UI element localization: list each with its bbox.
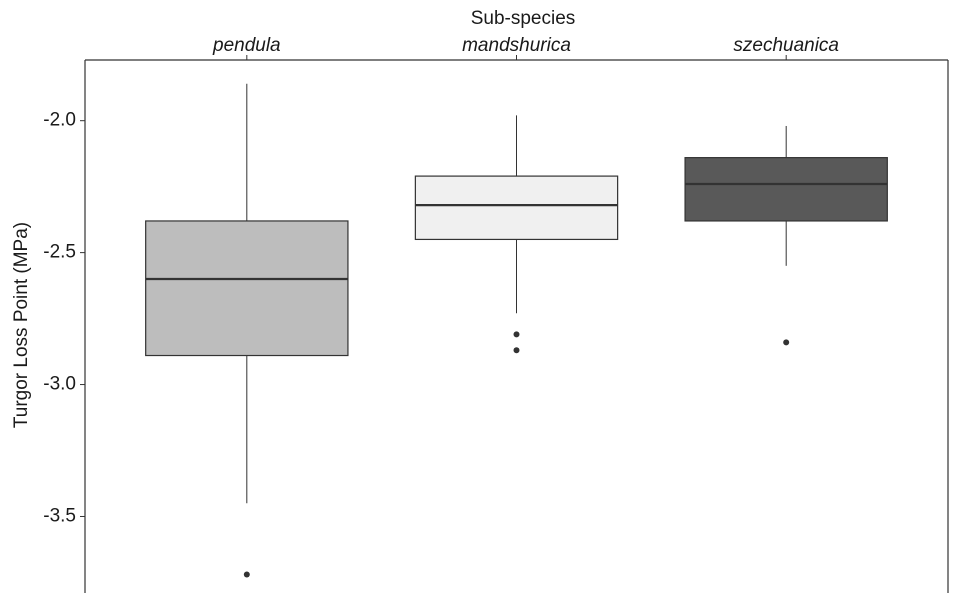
- box: [145, 220, 349, 357]
- box: [684, 157, 888, 222]
- outlier: [513, 347, 520, 354]
- outlier: [783, 339, 790, 346]
- x-tick-label: szechuanica: [733, 35, 839, 56]
- outlier: [513, 331, 520, 338]
- y-tick-label: -3.0: [43, 374, 76, 395]
- y-tick-label: -2.0: [43, 110, 76, 131]
- x-axis-label: Sub-species: [471, 8, 576, 29]
- box: [414, 175, 619, 241]
- outlier: [243, 571, 250, 578]
- x-tick-label: pendula: [212, 35, 281, 56]
- y-tick-label: -3.5: [43, 505, 76, 526]
- y-axis-label: Turgor Loss Point (MPa): [11, 222, 32, 428]
- x-tick-label: mandshurica: [462, 35, 571, 56]
- y-tick-label: -2.5: [43, 242, 76, 263]
